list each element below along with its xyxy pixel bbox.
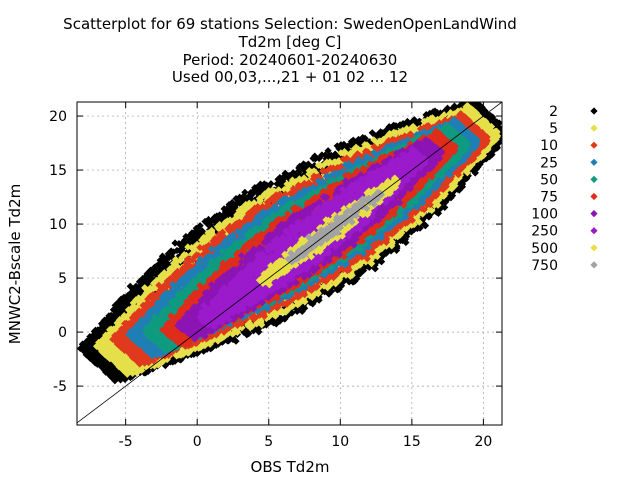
chart-title-line-3: Period: 20240601-20240630 xyxy=(183,51,398,69)
density-point xyxy=(503,128,510,135)
chart-title-line-2: Td2m [deg C] xyxy=(238,33,342,51)
density-point xyxy=(295,164,303,172)
density-point xyxy=(503,130,510,137)
chart-title-line-4: Used 00,03,...,21 + 01 02 ... 12 xyxy=(172,68,408,86)
chart-title-line-1: Scatterplot for 69 stations Selection: S… xyxy=(63,15,517,33)
density-point xyxy=(504,132,511,139)
density-point xyxy=(111,301,119,309)
scatter-points xyxy=(77,102,511,385)
